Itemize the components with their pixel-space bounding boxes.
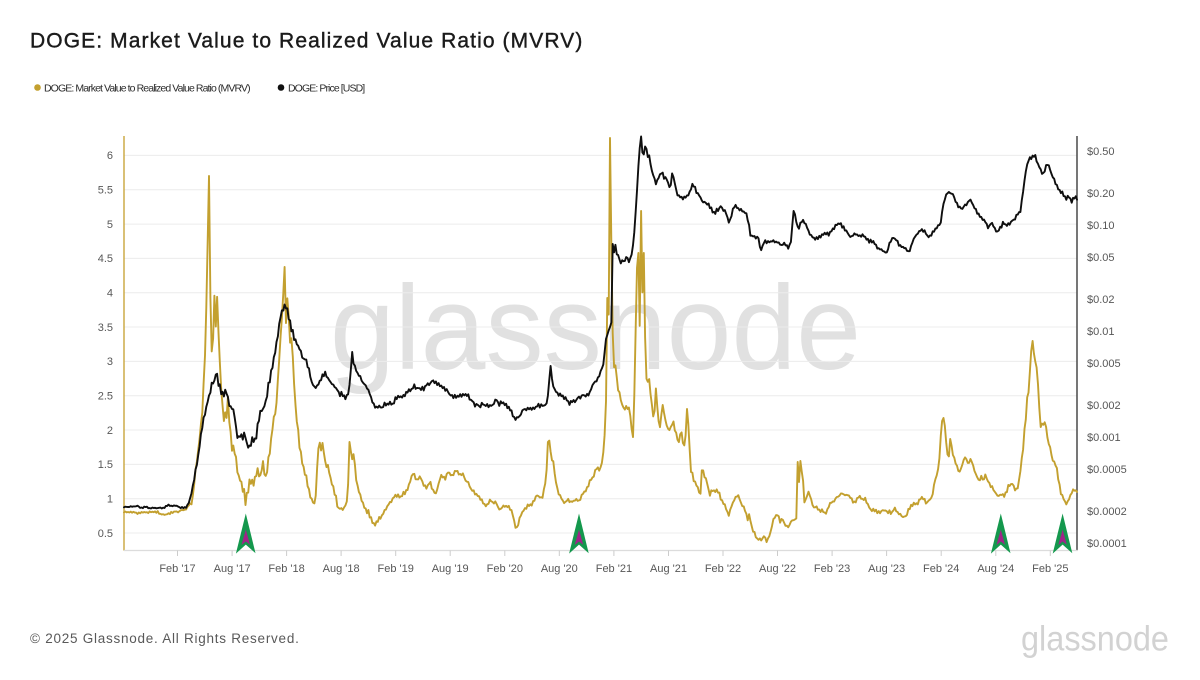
- svg-text:Feb '24: Feb '24: [923, 563, 959, 575]
- svg-text:1.5: 1.5: [98, 459, 113, 471]
- svg-text:glassnode: glassnode: [330, 261, 861, 395]
- svg-text:DOGE: Price [USD]: DOGE: Price [USD]: [288, 83, 365, 95]
- svg-text:$0.002: $0.002: [1087, 400, 1121, 412]
- svg-text:DOGE: Market Value to Realized: DOGE: Market Value to Realized Value Rat…: [44, 83, 250, 95]
- svg-text:$0.05: $0.05: [1087, 252, 1115, 264]
- svg-text:2.5: 2.5: [98, 391, 113, 403]
- svg-text:Aug '17: Aug '17: [214, 563, 251, 575]
- svg-text:DOGE: Market Value to Realized: DOGE: Market Value to Realized Value Rat…: [30, 30, 583, 53]
- svg-text:glassnode: glassnode: [1021, 620, 1169, 659]
- svg-text:$0.50: $0.50: [1087, 146, 1115, 158]
- svg-text:2: 2: [107, 425, 113, 437]
- svg-text:Aug '19: Aug '19: [432, 563, 469, 575]
- svg-text:4: 4: [107, 288, 113, 300]
- svg-text:© 2025 Glassnode. All Rights R: © 2025 Glassnode. All Rights Reserved.: [30, 631, 300, 646]
- svg-text:5.5: 5.5: [98, 185, 113, 197]
- svg-text:4.5: 4.5: [98, 253, 113, 265]
- svg-text:Feb '20: Feb '20: [487, 563, 523, 575]
- svg-text:$0.005: $0.005: [1087, 358, 1121, 370]
- svg-text:Feb '21: Feb '21: [596, 563, 632, 575]
- svg-text:Aug '18: Aug '18: [323, 563, 360, 575]
- svg-text:0.5: 0.5: [98, 528, 113, 540]
- svg-text:$0.10: $0.10: [1087, 220, 1115, 232]
- svg-text:$0.02: $0.02: [1087, 294, 1115, 306]
- svg-text:Feb '17: Feb '17: [159, 563, 195, 575]
- svg-text:$0.0001: $0.0001: [1087, 538, 1127, 550]
- svg-text:1: 1: [107, 494, 113, 506]
- svg-text:Feb '19: Feb '19: [378, 563, 414, 575]
- svg-text:$0.20: $0.20: [1087, 188, 1115, 200]
- svg-text:Aug '20: Aug '20: [541, 563, 578, 575]
- svg-text:Aug '21: Aug '21: [650, 563, 687, 575]
- svg-text:3.5: 3.5: [98, 322, 113, 334]
- svg-text:$0.01: $0.01: [1087, 326, 1115, 338]
- svg-text:Aug '22: Aug '22: [759, 563, 796, 575]
- svg-text:3: 3: [107, 356, 113, 368]
- svg-text:$0.0002: $0.0002: [1087, 506, 1127, 518]
- svg-text:Aug '23: Aug '23: [868, 563, 905, 575]
- svg-text:5: 5: [107, 219, 113, 231]
- svg-text:Feb '22: Feb '22: [705, 563, 741, 575]
- svg-text:6: 6: [107, 150, 113, 162]
- svg-text:Feb '25: Feb '25: [1032, 563, 1068, 575]
- svg-text:Feb '18: Feb '18: [268, 563, 304, 575]
- svg-text:$0.001: $0.001: [1087, 432, 1121, 444]
- svg-text:Feb '23: Feb '23: [814, 563, 850, 575]
- svg-text:$0.0005: $0.0005: [1087, 464, 1127, 476]
- svg-text:Aug '24: Aug '24: [977, 563, 1014, 575]
